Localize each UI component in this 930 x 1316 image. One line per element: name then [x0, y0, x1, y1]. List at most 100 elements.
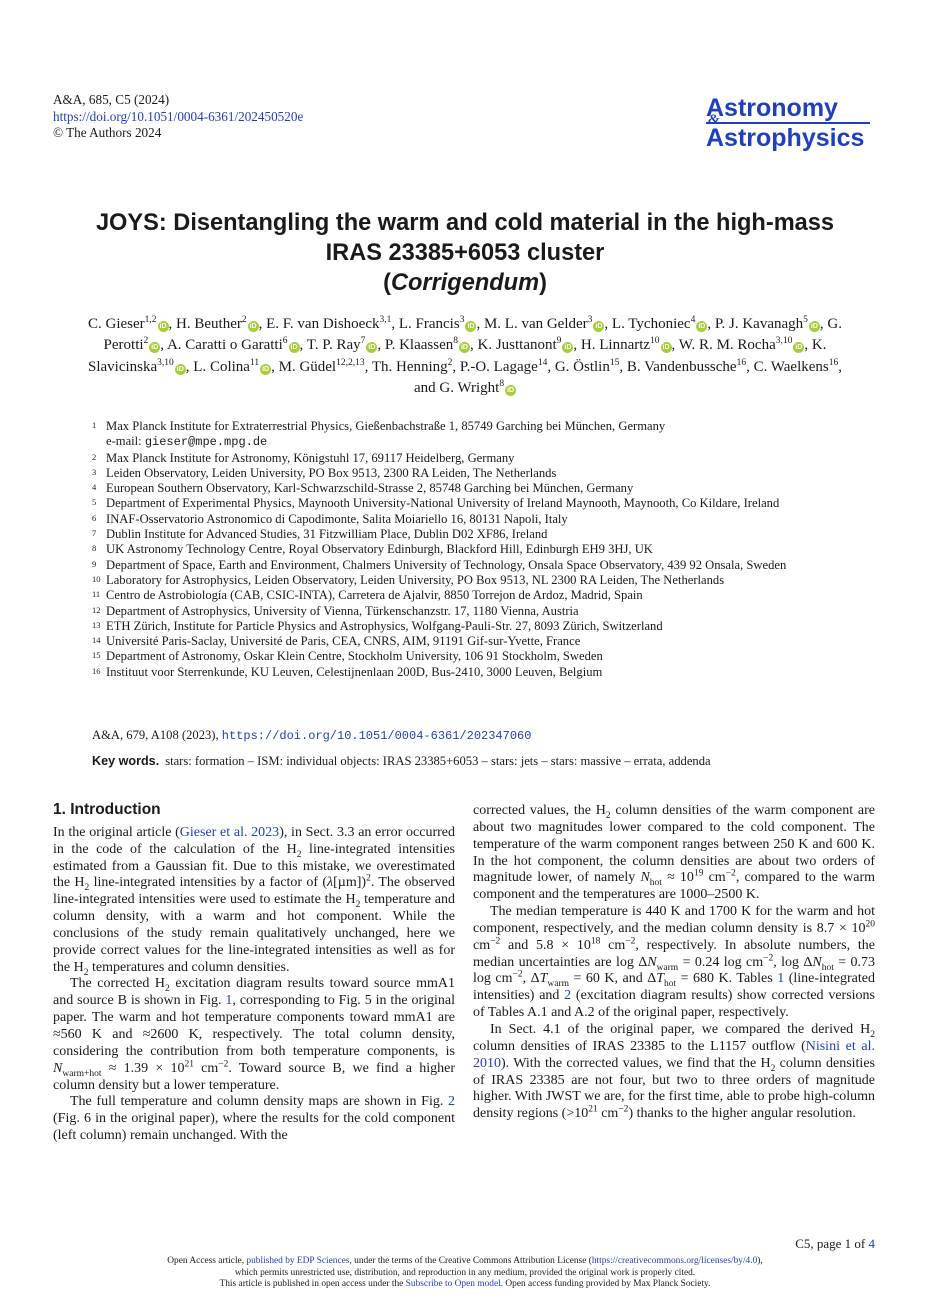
s2o-link[interactable]: Subscribe to Open model	[405, 1279, 501, 1289]
author-name: Th. Henning	[371, 358, 448, 375]
affiliation-number: 13	[92, 619, 101, 630]
author-name: A. Caratti o Garatti	[166, 337, 283, 354]
affiliation-text: Department of Astrophysics, University o…	[106, 603, 579, 618]
orcid-icon[interactable]: iD	[458, 342, 470, 354]
table-link[interactable]: 1	[777, 971, 785, 987]
author-affiliation-index: 11	[249, 357, 260, 368]
author: P. J. Kavanagh5iD,	[714, 315, 824, 332]
affiliation-text: Centro de Astrobiología (CAB, CSIC-INTA)…	[106, 588, 643, 603]
figure-link[interactable]: 1	[225, 993, 233, 1009]
orcid-icon[interactable]: iD	[660, 342, 672, 354]
affiliation-number: 10	[92, 573, 101, 584]
author-name: P. J. Kavanagh	[714, 316, 804, 332]
doi-link[interactable]: https://doi.org/10.1051/0004-6361/202450…	[53, 108, 304, 124]
affiliation-text: European Southern Observatory, Karl-Schw…	[106, 481, 634, 496]
publisher-link[interactable]: published by EDP Sciences	[246, 1256, 350, 1266]
orcid-icon[interactable]: iD	[808, 321, 820, 332]
author-affiliation-index: 2	[143, 336, 149, 347]
paragraph: In Sect. 4.1 of the original paper, we c…	[473, 1021, 875, 1122]
journal-reference: A&A, 685, C5 (2024)	[53, 92, 170, 107]
author: C. Waelkens16, and	[413, 357, 842, 397]
license-link[interactable]: https://creativecommons.org/licenses/by/…	[591, 1256, 758, 1266]
author: E. F. van Dishoeck3,1,	[266, 315, 396, 332]
affiliation-text: Department of Astronomy, Oskar Klein Cen…	[106, 649, 603, 664]
orcid-icon[interactable]: iD	[288, 342, 300, 354]
orcid-icon[interactable]: iD	[174, 363, 186, 375]
section-heading: 1. Introduction	[53, 801, 161, 818]
keywords-label: Key words.	[92, 754, 160, 768]
author-affiliation-index: 12,2,13	[336, 357, 365, 368]
author: H. Beuther2iD,	[176, 315, 263, 332]
logo-line1: Astronomy	[706, 94, 838, 122]
page-number: C5, page 1 of 4	[795, 1236, 876, 1251]
table-link[interactable]: 2	[564, 988, 572, 1004]
orcid-icon[interactable]: iD	[157, 321, 169, 332]
author-name: C. Waelkens	[753, 358, 829, 375]
affiliation-text: Laboratory for Astrophysics, Leiden Obse…	[106, 572, 725, 587]
title-line2: IRAS 23385+6053 cluster	[325, 240, 605, 266]
orcid-icon[interactable]: iD	[366, 342, 378, 354]
affiliation-text: Dublin Institute for Advanced Studies, 3…	[106, 527, 548, 542]
affiliation-item: 9 Department of Space, Earth and Environm…	[92, 558, 842, 573]
affiliation-text: Department of Space, Earth and Environme…	[106, 557, 787, 572]
orcid-icon[interactable]: iD	[465, 321, 477, 332]
affiliation-item: 10 Laboratory for Astrophysics, Leiden Ob…	[92, 573, 842, 588]
original-doi-link[interactable]: https://doi.org/10.1051/0004-6361/202347…	[221, 729, 532, 743]
license-footer: Open Access article, published by EDP Sc…	[100, 1256, 830, 1291]
author-name: C. Gieser	[88, 316, 145, 332]
author-affiliation-index: 5	[803, 315, 808, 325]
citation-link[interactable]: Gieser et al. 2023	[179, 824, 280, 840]
orcid-icon[interactable]: iD	[149, 342, 161, 354]
author-affiliation-index: 2	[241, 315, 247, 325]
affiliation-number: 15	[92, 650, 101, 661]
footer-line2: which permits unrestricted use, distribu…	[234, 1267, 696, 1278]
orcid-icon[interactable]: iD	[505, 385, 517, 397]
affiliation-number: 9	[92, 558, 97, 569]
orcid-icon[interactable]: iD	[793, 342, 805, 354]
affiliation-item: 16 Instituut voor Sterrenkunde, KU Leuven…	[92, 665, 842, 680]
author-name: H. Beuther	[176, 316, 242, 332]
author-affiliation-index: 9	[556, 336, 562, 347]
author: G. Perotti2iD,	[103, 316, 842, 354]
affiliation-item: 3 Leiden Observatory, Leiden University, …	[92, 466, 842, 481]
author-name: M. L. van Gelder	[483, 316, 588, 332]
citation-link[interactable]: Nisini et al. 2010	[473, 1038, 875, 1071]
affiliation-number: 4	[92, 482, 97, 493]
author-name: G. Wright	[439, 380, 500, 397]
author-name: K. Slavicinska	[88, 337, 827, 375]
affiliation-number: 3	[92, 466, 97, 477]
affiliation-item: 6 INAF-Osservatorio Astronomico di Capodi…	[92, 512, 842, 527]
left-column: 1. Introduction In the original article …	[53, 801, 455, 1145]
page-total-link[interactable]: 4	[868, 1236, 876, 1251]
affiliation-number: 16	[92, 665, 101, 676]
author: K. Justtanont9iD,	[477, 336, 578, 354]
orcid-icon[interactable]: iD	[247, 321, 259, 332]
author-affiliation-index: 14	[537, 357, 548, 368]
author-affiliation-index: 8	[453, 336, 458, 347]
author: W. R. M. Rocha3,10iD,	[678, 336, 809, 354]
author-affiliation-index: 16	[828, 357, 839, 368]
affiliation-item: 8 UK Astronomy Technology Centre, Royal O…	[92, 542, 842, 557]
affiliation-number: 5	[92, 497, 97, 508]
orcid-icon[interactable]: iD	[696, 321, 708, 332]
author-affiliation-index: 1,2	[144, 315, 157, 325]
right-column: corrected values, the H2 column densitie…	[473, 803, 875, 1123]
logo-line2: Astrophysics	[706, 124, 865, 152]
journal-logo[interactable]: Astronomy & Astrophysics	[706, 95, 876, 151]
email-address[interactable]: gieser@mpe.mpg.de	[144, 435, 268, 450]
author: P. Klaassen8iD,	[384, 336, 474, 354]
orcid-icon[interactable]: iD	[593, 321, 605, 332]
author: H. Linnartz10iD,	[580, 336, 676, 354]
author: L. Francis3iD,	[398, 315, 481, 332]
author: C. Gieser1,2iD,	[88, 315, 173, 332]
figure-link[interactable]: 2	[448, 1094, 455, 1110]
footer-line1: Open Access article, published by EDP Sc…	[167, 1256, 763, 1266]
author: M. L. van Gelder3iD,	[483, 315, 609, 332]
affiliation-number: 2	[92, 451, 97, 462]
affiliation-text: UK Astronomy Technology Centre, Royal Ob…	[106, 542, 653, 557]
author-name: W. R. M. Rocha	[678, 337, 776, 354]
affiliation-text: Instituut voor Sterrenkunde, KU Leuven, …	[106, 664, 603, 679]
orcid-icon[interactable]: iD	[562, 342, 574, 354]
author-name: L. Colina	[193, 358, 250, 375]
orcid-icon[interactable]: iD	[260, 363, 272, 375]
